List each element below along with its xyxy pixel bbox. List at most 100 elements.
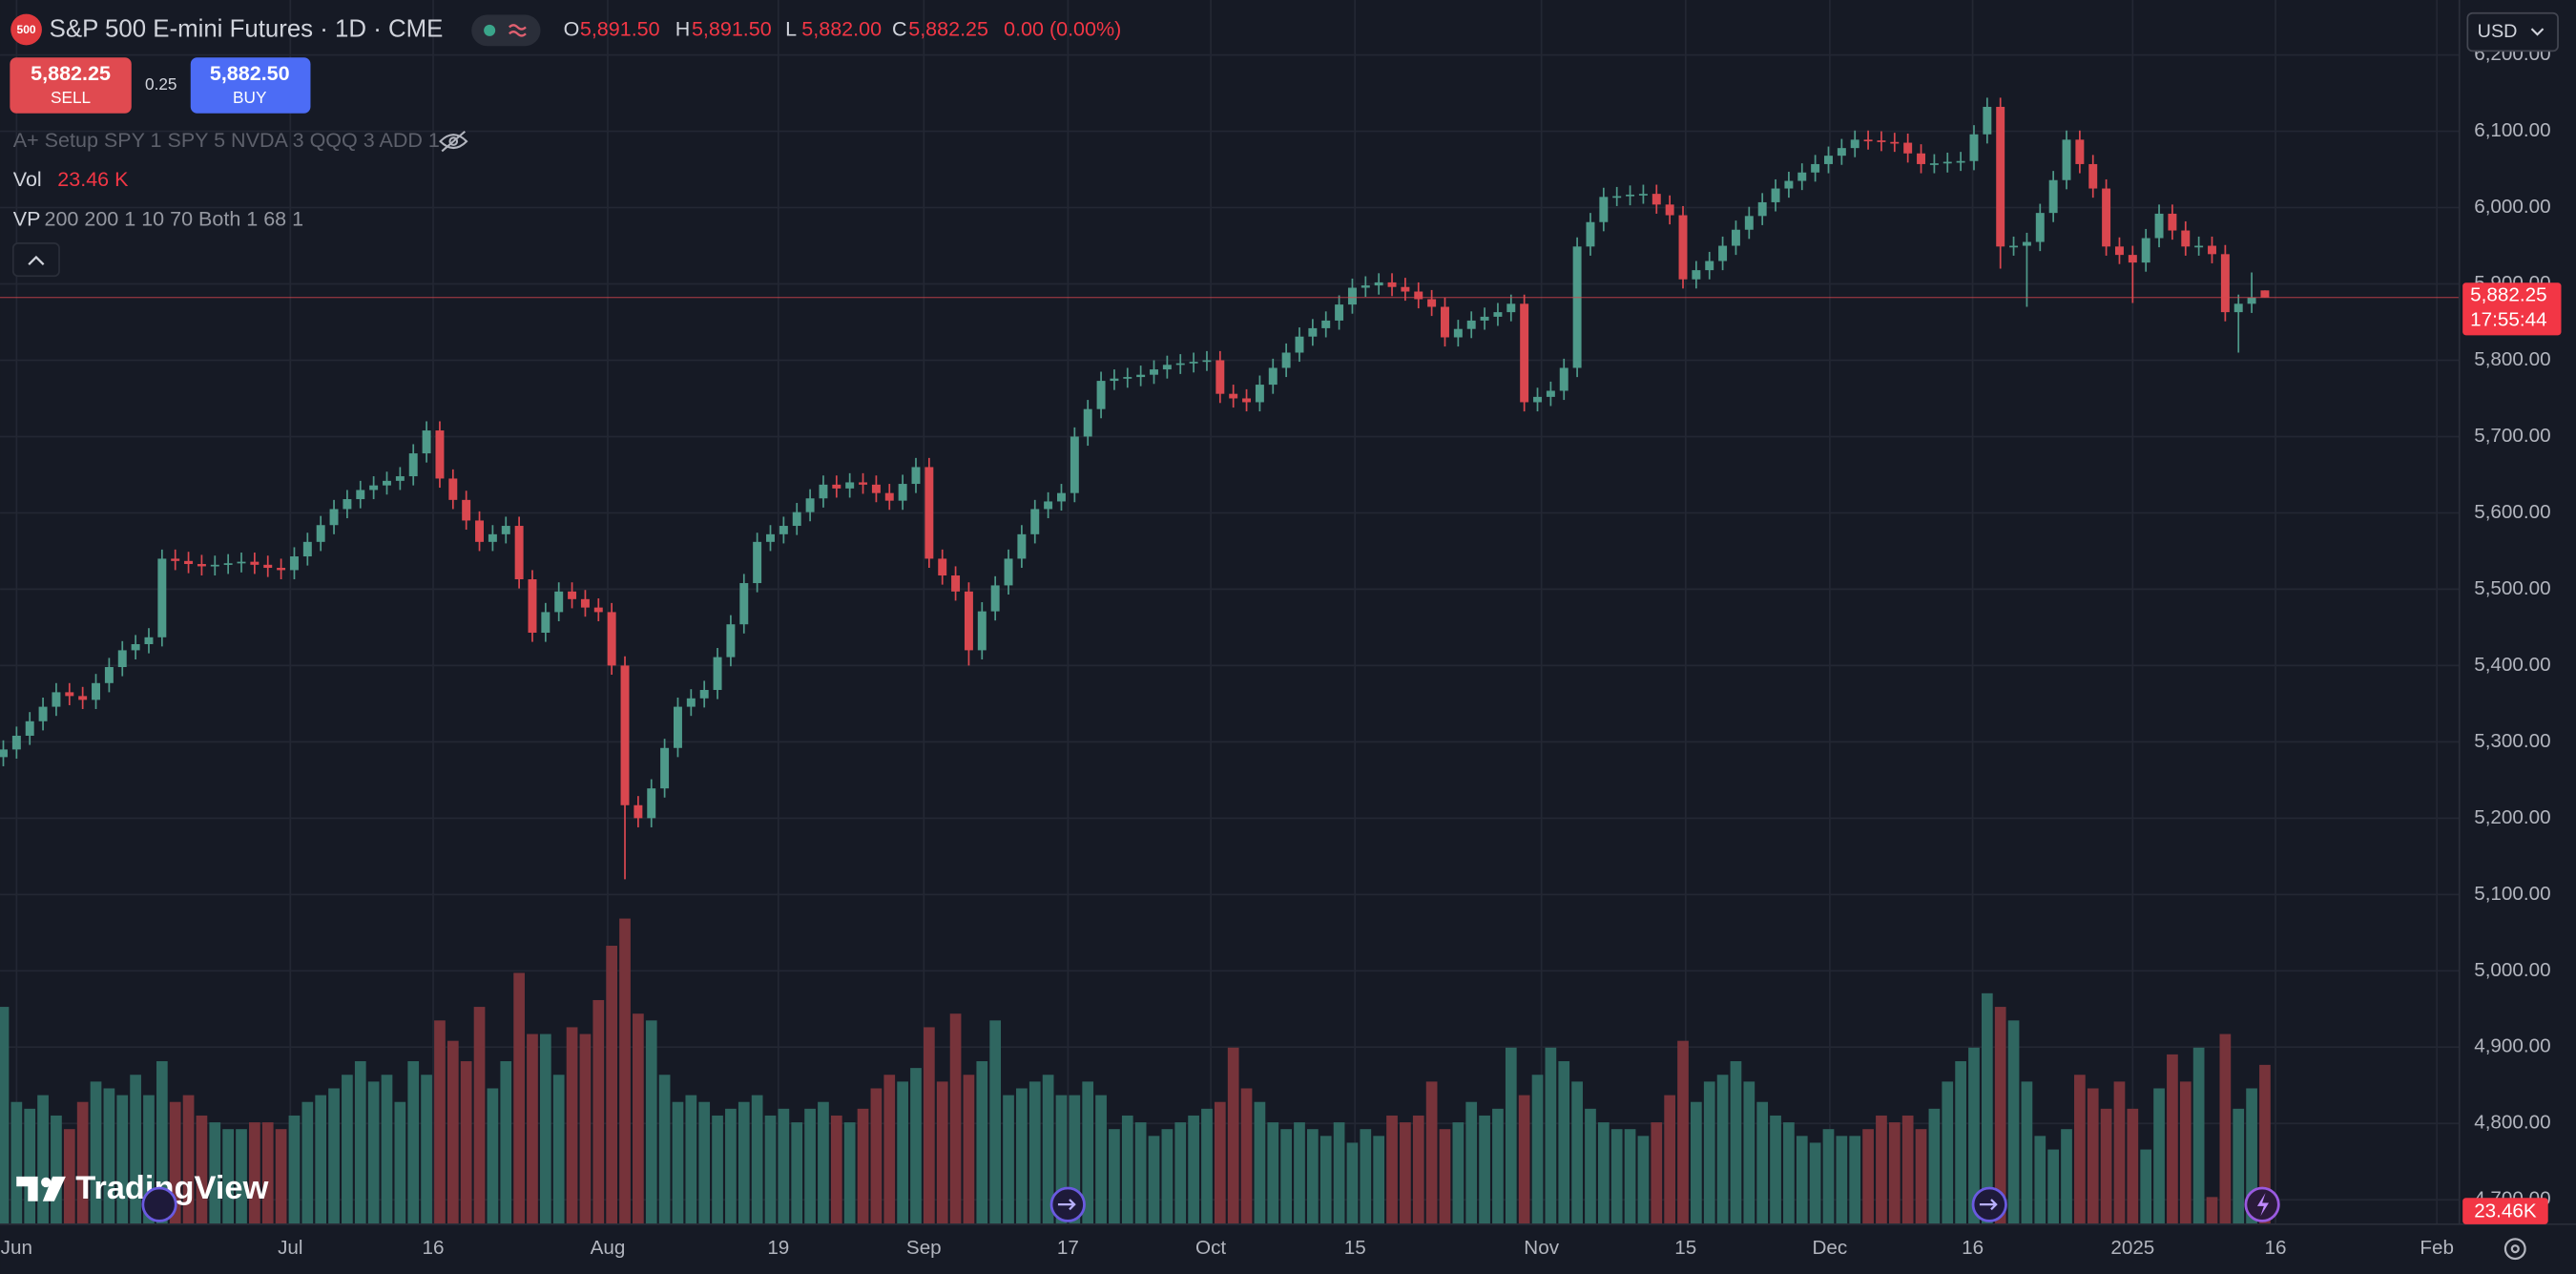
candle-body (65, 692, 74, 697)
candle-body (1281, 352, 1291, 368)
volume-bar (1148, 1136, 1160, 1224)
candle-body (462, 499, 471, 521)
volume-bar (301, 1101, 314, 1224)
candle-body (2062, 139, 2071, 180)
volume-bar (2021, 1081, 2033, 1224)
x-tick-label: 16 (2265, 1237, 2287, 1259)
candle-body (528, 579, 537, 634)
candle-body (435, 430, 445, 479)
axes: 4,700.004,800.004,900.005,000.005,100.00… (1, 43, 2562, 1259)
volume-bar (552, 1075, 565, 1224)
y-tick-label: 5,300.00 (2474, 730, 2550, 752)
volume-bar (1585, 1108, 1596, 1224)
volume-bar (857, 1108, 869, 1224)
volume-bar (487, 1088, 499, 1224)
y-tick-label: 4,900.00 (2474, 1035, 2550, 1057)
volume-bar (1888, 1122, 1901, 1224)
candle-body (1347, 287, 1357, 305)
candle-body (92, 682, 100, 700)
indicator-vp-name[interactable]: VP (13, 207, 41, 230)
volume-bar (658, 1075, 671, 1224)
candle-body (964, 591, 973, 651)
volume-bar (619, 918, 631, 1224)
candle-body (713, 657, 722, 690)
sell-button[interactable] (10, 57, 132, 114)
volume-bar (539, 1034, 551, 1224)
candle-body (1044, 501, 1053, 510)
symbol-badge[interactable] (10, 13, 42, 46)
candle-body (1110, 378, 1119, 382)
sell-price: 5,882.25 (31, 62, 111, 85)
candle-body (2247, 297, 2256, 304)
volume-bar (1955, 1061, 1966, 1224)
candle-body (1123, 377, 1132, 379)
candle-body (1572, 246, 1582, 368)
candle-body (1903, 142, 1913, 154)
volume-bar (685, 1095, 697, 1224)
candle-body (1056, 492, 1066, 502)
volume-bar (1452, 1122, 1465, 1224)
buy-button[interactable] (190, 57, 311, 114)
volume-tag (2462, 1198, 2548, 1224)
symbol-title[interactable]: S&P 500 E-mini Futures · 1D · CME (50, 16, 444, 43)
candle-body (1942, 161, 1952, 164)
volume-bar (103, 1088, 115, 1224)
volume-bar (1571, 1081, 1583, 1224)
candle-body (197, 564, 206, 567)
candle-body (1652, 194, 1661, 205)
x-tick-label: Oct (1195, 1237, 1226, 1259)
candle-body (1929, 163, 1939, 165)
candle-body (104, 666, 114, 683)
settings-icon[interactable] (2503, 1238, 2526, 1261)
volume-bar (633, 1013, 644, 1224)
volume-bar (1134, 1122, 1147, 1224)
event-arrow (1057, 1199, 1076, 1211)
volume-bar (2233, 1108, 2245, 1224)
candle-body (1824, 156, 1833, 164)
volume-bar (1809, 1142, 1821, 1224)
volume-bar (1492, 1108, 1504, 1224)
y-tick-label: 6,000.00 (2474, 196, 2550, 218)
x-tick-label: 15 (1344, 1237, 1366, 1259)
candle-body (1215, 360, 1225, 394)
status-pill[interactable] (471, 14, 541, 47)
candle-body (1996, 106, 2005, 247)
candle-body (1638, 194, 1648, 196)
buy-label: BUY (233, 88, 267, 107)
volume-bar (1121, 1115, 1133, 1224)
volume-bar (1479, 1115, 1490, 1224)
bar-countdown: 17:55:44 (2470, 308, 2546, 330)
candle-body (1520, 303, 1529, 403)
volume-bar (843, 1122, 856, 1224)
candle-body (1017, 533, 1027, 559)
volume-bar (2259, 1064, 2271, 1224)
y-tick-label: 6,100.00 (2474, 119, 2550, 141)
volume-bar (288, 1115, 301, 1224)
volume-bar (1082, 1081, 1094, 1224)
candle-body (488, 533, 497, 542)
indicator-vol-name[interactable]: Vol (13, 168, 42, 191)
volume-bar (2206, 1197, 2218, 1224)
volume-bar (76, 1101, 89, 1224)
indicator-vp-params: 200 200 1 10 70 Both 1 68 1 (45, 207, 304, 230)
volume-bar (1109, 1129, 1120, 1224)
hide-icon[interactable] (439, 130, 468, 153)
event-icon[interactable] (141, 1186, 177, 1222)
collapse-icon (28, 255, 45, 266)
candle-body (1546, 390, 1555, 397)
candle-body (38, 706, 48, 721)
brand-mark-t (16, 1176, 38, 1201)
volume-bar (1664, 1095, 1675, 1224)
change: 0.00 (0.00%) (1004, 18, 1121, 41)
volume-bar (1003, 1095, 1014, 1224)
candle-body (1626, 194, 1635, 197)
volume-bar (354, 1061, 366, 1224)
volume-bar (1862, 1129, 1874, 1224)
currency-select[interactable] (2466, 11, 2559, 52)
spread: 0.25 (145, 74, 177, 94)
candle-body (369, 485, 379, 491)
volume-bar (751, 1095, 763, 1224)
volume-bar (169, 1101, 181, 1224)
collapse-button[interactable] (11, 241, 60, 278)
indicator-setup[interactable]: A+ Setup SPY 1 SPY 5 NVDA 3 QQQ 3 ADD 1 (13, 129, 440, 152)
